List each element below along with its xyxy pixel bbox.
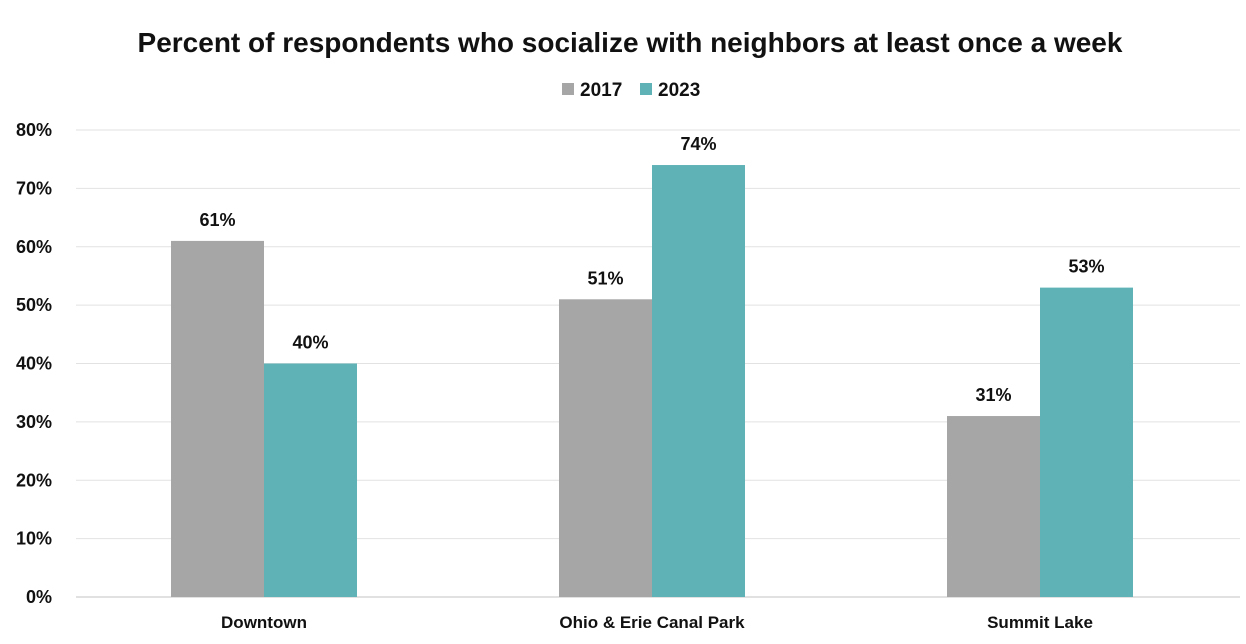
legend-label: 2017 (580, 80, 622, 101)
y-tick-label: 10% (16, 529, 52, 549)
y-tick-label: 0% (26, 587, 52, 607)
y-tick-label: 60% (16, 237, 52, 257)
bars (171, 165, 1133, 597)
y-tick-label: 70% (16, 178, 52, 198)
legend-swatch-2017 (562, 83, 574, 95)
data-label: 53% (1068, 257, 1104, 277)
x-tick-label: Summit Lake (987, 613, 1093, 632)
bar-2023-0 (264, 363, 357, 597)
bar-2017-1 (559, 299, 652, 597)
bar-2023-1 (652, 165, 745, 597)
x-tick-label: Ohio & Erie Canal Park (559, 613, 745, 632)
y-tick-label: 30% (16, 412, 52, 432)
legend: 2017 2023 (562, 80, 700, 101)
data-labels: 61% 40% 51% 74% 31% 53% (199, 134, 1104, 405)
y-tick-label: 50% (16, 295, 52, 315)
y-axis-ticks: 0% 10% 20% 30% 40% 50% 60% 70% 80% (16, 120, 52, 607)
bar-2017-0 (171, 240, 264, 597)
legend-swatch-2023 (640, 83, 652, 95)
x-axis-ticks: Downtown Ohio & Erie Canal Park Summit Lak… (221, 613, 1093, 632)
y-tick-label: 20% (16, 470, 52, 490)
data-label: 74% (680, 134, 716, 154)
x-tick-label: Downtown (221, 613, 307, 632)
y-tick-label: 80% (16, 120, 52, 140)
data-label: 51% (587, 268, 623, 288)
chart-title: Percent of respondents who socialize wit… (138, 27, 1123, 58)
data-label: 31% (975, 385, 1011, 405)
data-label: 40% (292, 333, 328, 353)
bar-2017-2 (947, 416, 1040, 597)
bar-2023-2 (1040, 287, 1133, 597)
data-label: 61% (199, 210, 235, 230)
y-tick-label: 40% (16, 354, 52, 374)
legend-label: 2023 (658, 80, 700, 101)
